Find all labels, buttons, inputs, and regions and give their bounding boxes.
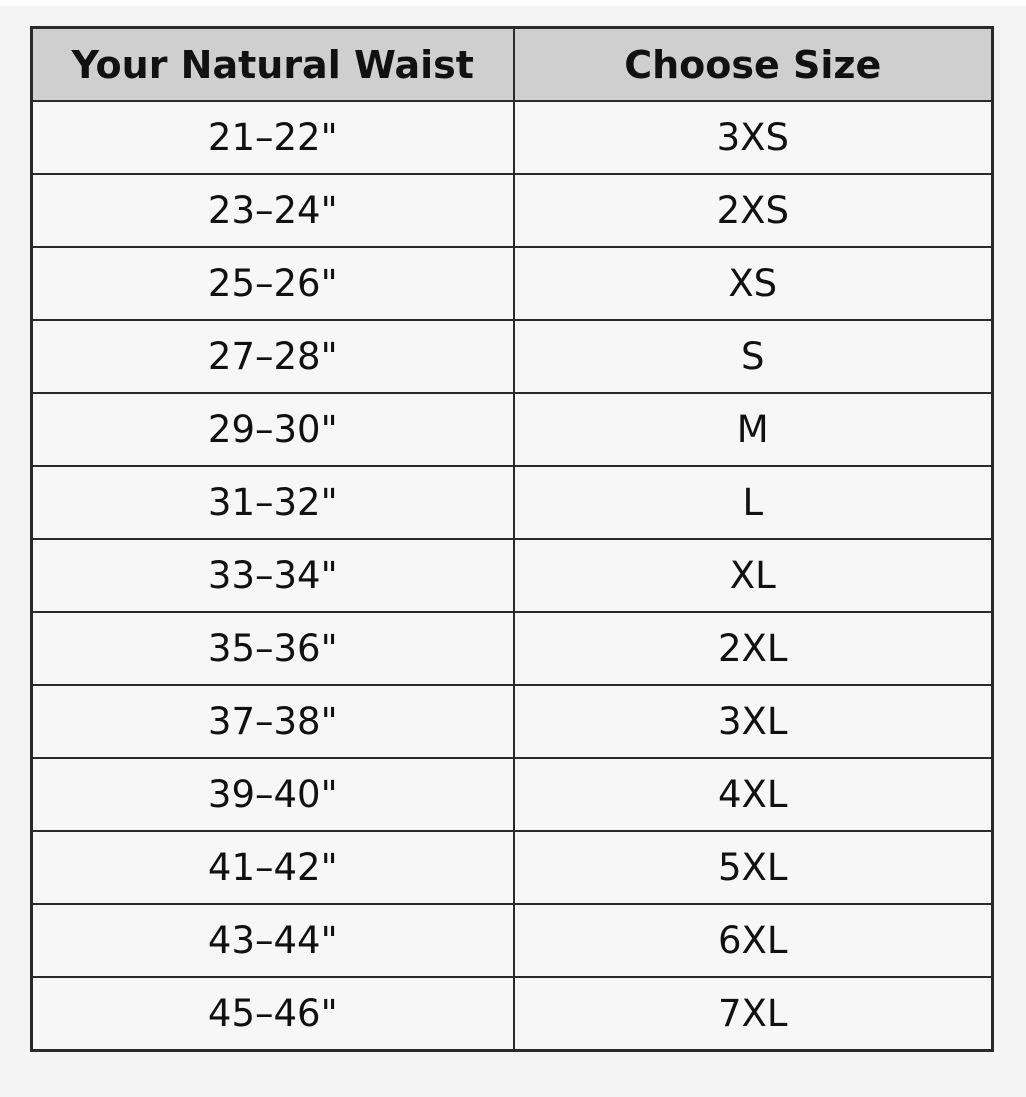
size-cell: 7XL [512,976,994,1052]
size-cell: 3XS [512,100,994,175]
table-row: 37–38" 3XL [30,684,994,759]
size-cell: 5XL [512,830,994,905]
size-cell: M [512,392,994,467]
table-row: 35–36" 2XL [30,611,994,686]
table-row: 29–30" M [30,392,994,467]
waist-cell: 33–34" [30,538,515,613]
size-cell: 6XL [512,903,994,978]
waist-cell: 23–24" [30,173,515,248]
table-row: 31–32" L [30,465,994,540]
size-cell: S [512,319,994,394]
waist-cell: 35–36" [30,611,515,686]
waist-cell: 39–40" [30,757,515,832]
top-strip [0,0,1026,6]
waist-cell: 21–22" [30,100,515,175]
table-row: 41–42" 5XL [30,830,994,905]
waist-cell: 37–38" [30,684,515,759]
size-cell: 3XL [512,684,994,759]
table-row: 43–44" 6XL [30,903,994,978]
size-cell: L [512,465,994,540]
table-row: 23–24" 2XS [30,173,994,248]
size-cell: 2XL [512,611,994,686]
waist-cell: 31–32" [30,465,515,540]
size-cell: 2XS [512,173,994,248]
size-cell: 4XL [512,757,994,832]
waist-cell: 27–28" [30,319,515,394]
waist-cell: 45–46" [30,976,515,1052]
table-row: 25–26" XS [30,246,994,321]
table-row: 39–40" 4XL [30,757,994,832]
table-row: 21–22" 3XS [30,100,994,175]
header-row: Your Natural Waist Choose Size [30,26,994,102]
table-row: 45–46" 7XL [30,976,994,1052]
size-cell: XL [512,538,994,613]
size-cell: XS [512,246,994,321]
table-row: 27–28" S [30,319,994,394]
waist-cell: 29–30" [30,392,515,467]
size-chart-table: Your Natural Waist Choose Size 21–22" 3XS… [30,26,994,1052]
header-natural-waist: Your Natural Waist [30,26,515,102]
waist-cell: 25–26" [30,246,515,321]
table-row: 33–34" XL [30,538,994,613]
waist-cell: 43–44" [30,903,515,978]
header-choose-size: Choose Size [512,26,994,102]
waist-cell: 41–42" [30,830,515,905]
